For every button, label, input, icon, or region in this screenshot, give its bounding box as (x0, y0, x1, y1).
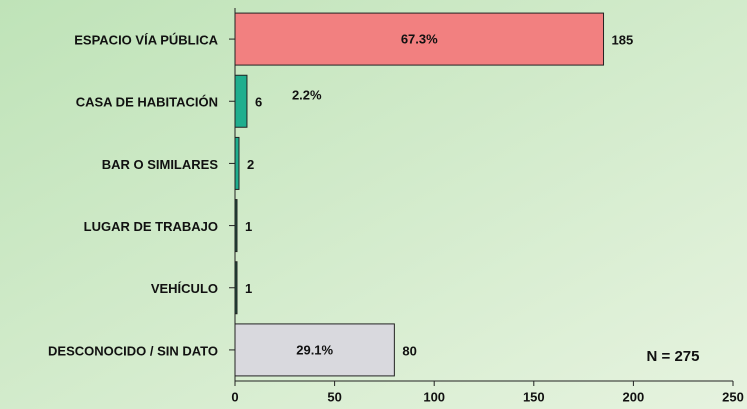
annotation: N = 275 (647, 348, 700, 365)
y-tick-label: VEHÍCULO (151, 281, 218, 296)
value-label: 80 (402, 343, 416, 358)
bar (234, 136, 240, 190)
bar (234, 12, 605, 66)
y-tick-label: ESPACIO VÍA PÚBLICA (74, 33, 218, 48)
value-label: 6 (255, 95, 262, 110)
y-tick-label: DESCONOCIDO / SIN DATO (48, 343, 218, 358)
value-label: 185 (612, 33, 634, 48)
x-tick-label: 150 (523, 389, 545, 404)
value-label: 2 (247, 157, 254, 172)
bar (234, 261, 238, 315)
value-label: 1 (245, 281, 252, 296)
percent-label: 29.1% (296, 342, 333, 357)
y-tick-label: LUGAR DE TRABAJO (84, 219, 218, 234)
value-label: 1 (245, 219, 252, 234)
bar (234, 74, 248, 128)
bar (234, 323, 395, 377)
percent-label: 2.2% (292, 88, 322, 103)
x-tick-label: 50 (327, 389, 341, 404)
x-tick-label: 0 (231, 389, 238, 404)
x-tick-label: 250 (722, 389, 744, 404)
y-tick-label: BAR O SIMILARES (102, 157, 219, 172)
x-tick-label: 100 (423, 389, 445, 404)
y-tick-label: CASA DE HABITACIÓN (76, 95, 218, 110)
x-tick-label: 200 (623, 389, 645, 404)
bar (234, 199, 238, 253)
percent-label: 67.3% (401, 32, 438, 47)
